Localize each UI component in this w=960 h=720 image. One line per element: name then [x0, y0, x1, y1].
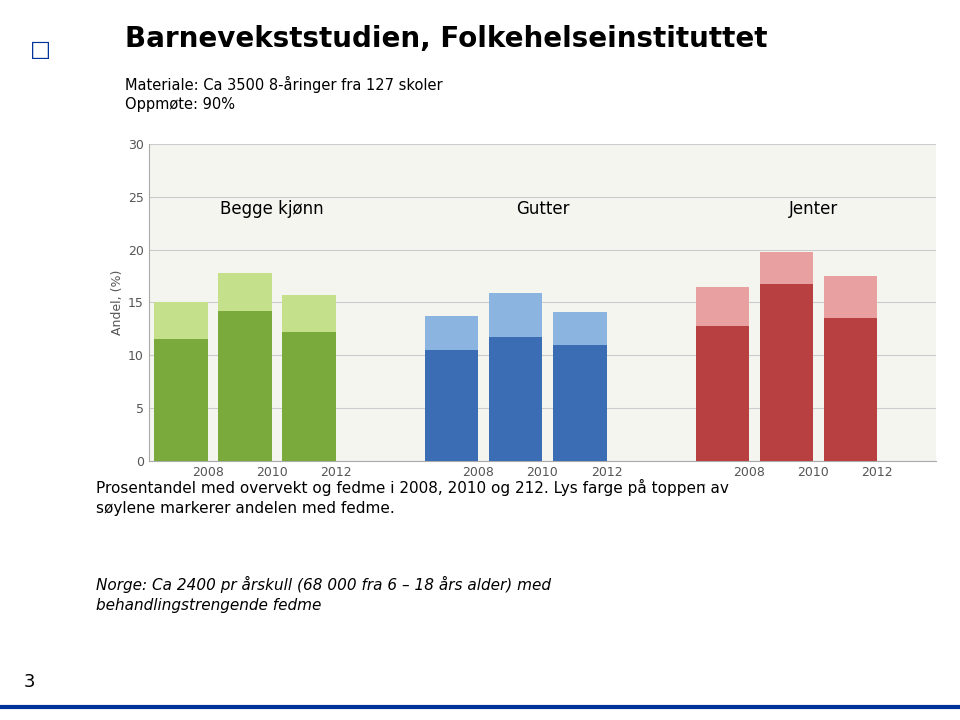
Text: Begge kjønn: Begge kjønn: [220, 200, 324, 218]
Bar: [155, 339, 207, 461]
Bar: [696, 325, 749, 461]
Text: Norge: Ca 2400 pr årskull (68 000 fra 6 – 18 års alder) med
behandlingstrengende: Norge: Ca 2400 pr årskull (68 000 fra 6 …: [96, 576, 551, 613]
Text: 3: 3: [24, 673, 36, 691]
Text: Barnevekststudien, Folkehelseinstituttet: Barnevekststudien, Folkehelseinstituttet: [125, 25, 767, 53]
Text: □: □: [31, 40, 51, 60]
Bar: [824, 318, 877, 461]
FancyBboxPatch shape: [4, 0, 78, 122]
Bar: [218, 273, 272, 311]
Text: Materiale: Ca 3500 8-åringer fra 127 skoler: Materiale: Ca 3500 8-åringer fra 127 sko…: [125, 76, 443, 93]
Bar: [425, 316, 478, 350]
Text: Jenter: Jenter: [788, 200, 838, 218]
Bar: [824, 276, 877, 318]
Bar: [155, 302, 207, 339]
Bar: [759, 284, 813, 461]
Text: NTNU: NTNU: [32, 368, 50, 424]
Bar: [282, 295, 336, 332]
Bar: [489, 293, 542, 337]
Text: ·: ·: [702, 477, 708, 495]
Bar: [696, 287, 749, 325]
Y-axis label: Andel, (%): Andel, (%): [111, 270, 124, 335]
Text: Prosentandel med overvekt og fedme i 2008, 2010 og 212. Lys farge på toppen av
s: Prosentandel med overvekt og fedme i 200…: [96, 479, 729, 516]
Text: Gutter: Gutter: [516, 200, 569, 218]
Bar: [218, 311, 272, 461]
Bar: [553, 312, 607, 345]
Bar: [489, 337, 542, 461]
Text: Oppmøte: 90%: Oppmøte: 90%: [125, 97, 235, 112]
Bar: [759, 252, 813, 284]
Bar: [282, 332, 336, 461]
Bar: [553, 345, 607, 461]
Bar: [425, 350, 478, 461]
